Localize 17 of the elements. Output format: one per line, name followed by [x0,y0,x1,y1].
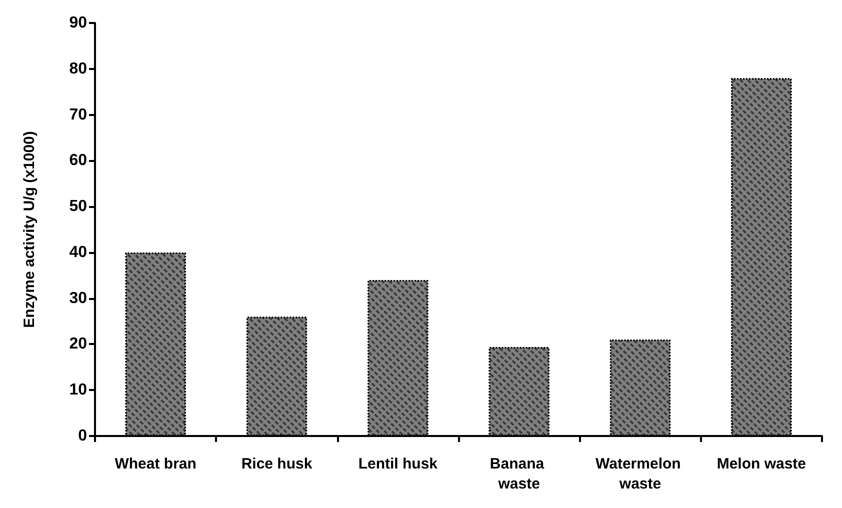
y-tick-label: 70 [69,106,88,124]
y-tick-label: 0 [78,428,88,444]
y-tick-label: 30 [69,290,88,307]
x-tick-label: Rice husk [241,456,313,472]
x-tick-label: Wheat bran [114,456,196,472]
y-tick-label: 10 [69,382,88,399]
y-tick-label: 40 [69,244,88,261]
x-tick-label: Banana waste [490,456,548,492]
y-axis-title: Enzyme activity U/g (x1000) [21,131,38,328]
x-tick-label: Melon waste [716,456,806,472]
x-tick-label: Lentil husk [358,456,438,472]
y-tick-label: 60 [69,152,88,170]
y-tick-label: 20 [69,336,88,353]
y-tick-label: 50 [69,198,88,216]
y-tick-label: 80 [69,60,88,78]
x-tick-label: Watermelon waste [596,456,685,492]
y-tick-label: 90 [69,14,88,32]
